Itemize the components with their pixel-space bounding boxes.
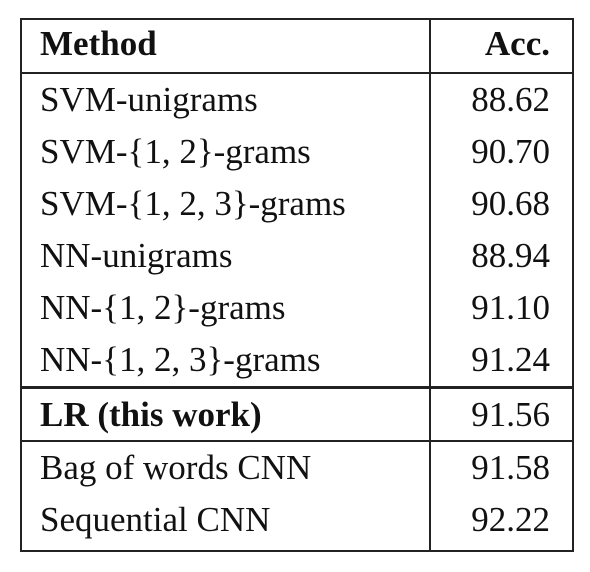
header-cell: Acc. <box>484 24 550 63</box>
method-cell: Bag of words CNN <box>40 448 312 487</box>
method-cell: LR (this work) <box>40 395 262 434</box>
method-cell: Sequential CNN <box>40 500 271 539</box>
header-cell: Method <box>40 24 157 63</box>
method-cell: SVM-{1, 2, 3}-grams <box>40 184 346 223</box>
accuracy-cell: 88.94 <box>471 236 550 275</box>
column-divider <box>429 18 431 550</box>
accuracy-cell: 90.70 <box>471 132 550 171</box>
method-cell: NN-unigrams <box>40 236 233 275</box>
method-cell: SVM-{1, 2}-grams <box>40 132 311 171</box>
method-cell: NN-{1, 2, 3}-grams <box>40 340 321 379</box>
header-rule <box>20 72 574 74</box>
accuracy-cell: 91.56 <box>471 395 550 434</box>
accuracy-cell: 90.68 <box>471 184 550 223</box>
group-rule <box>20 386 574 389</box>
method-cell: SVM-unigrams <box>40 80 258 119</box>
accuracy-cell: 91.10 <box>471 288 550 327</box>
accuracy-cell: 91.58 <box>471 448 550 487</box>
accuracy-cell: 91.24 <box>471 340 550 379</box>
table-border <box>20 18 574 552</box>
method-cell: NN-{1, 2}-grams <box>40 288 286 327</box>
accuracy-cell: 92.22 <box>471 500 550 539</box>
group-rule <box>20 440 574 442</box>
accuracy-cell: 88.62 <box>471 80 550 119</box>
